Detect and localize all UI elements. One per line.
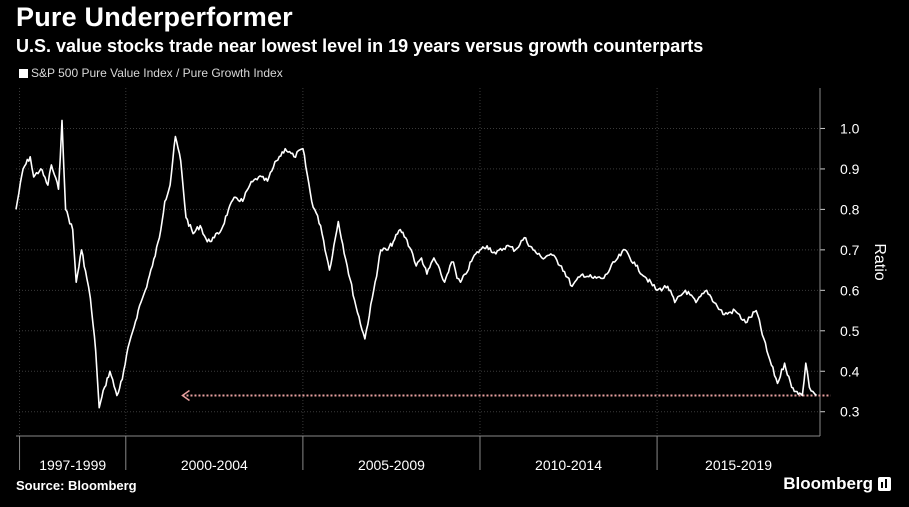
y-tick-label: 0.4	[840, 363, 860, 379]
line-chart: 0.3 0.4 0.5 0.6 0.7 0.8 0.9 1.0 1997-1999 2000-20…	[15, 88, 888, 470]
bar-chart-icon	[878, 477, 891, 491]
legend-label: S&P 500 Pure Value Index / Pure Growth I…	[31, 66, 283, 80]
y-tick-label: 0.7	[840, 242, 860, 258]
reference-arrow	[181, 389, 190, 402]
x-period-label: 2000-2004	[181, 457, 248, 470]
legend: S&P 500 Pure Value Index / Pure Growth I…	[19, 66, 283, 80]
chart-subtitle: U.S. value stocks trade near lowest leve…	[16, 36, 704, 56]
y-tick-label: 1.0	[840, 120, 860, 136]
y-tick-label: 0.9	[840, 161, 860, 177]
chart-title: Pure Underperformer	[16, 2, 293, 32]
x-period-label: 2005-2009	[358, 457, 425, 470]
y-tick-label: 0.8	[840, 201, 860, 217]
x-period-label: 2010-2014	[535, 457, 602, 470]
x-period-label: 1997-1999	[39, 457, 106, 470]
source-note: Source: Bloomberg	[16, 478, 137, 493]
y-tick-label: 0.6	[840, 282, 860, 298]
y-tick-label: 0.5	[840, 323, 860, 339]
y-axis-title: Ratio	[871, 243, 888, 280]
legend-swatch	[19, 68, 28, 78]
brand-name: Bloomberg	[783, 474, 873, 493]
x-period-label: 2015-2019	[705, 457, 772, 470]
bloomberg-logo: Bloomberg	[783, 474, 891, 494]
y-tick-label: 0.3	[840, 404, 860, 420]
series-line	[15, 119, 818, 409]
